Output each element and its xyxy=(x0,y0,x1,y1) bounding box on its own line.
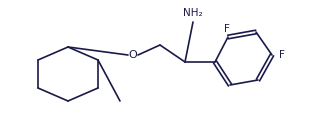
Text: F: F xyxy=(279,50,285,60)
Text: F: F xyxy=(224,24,230,34)
Text: NH₂: NH₂ xyxy=(183,8,203,18)
Text: O: O xyxy=(128,50,137,60)
